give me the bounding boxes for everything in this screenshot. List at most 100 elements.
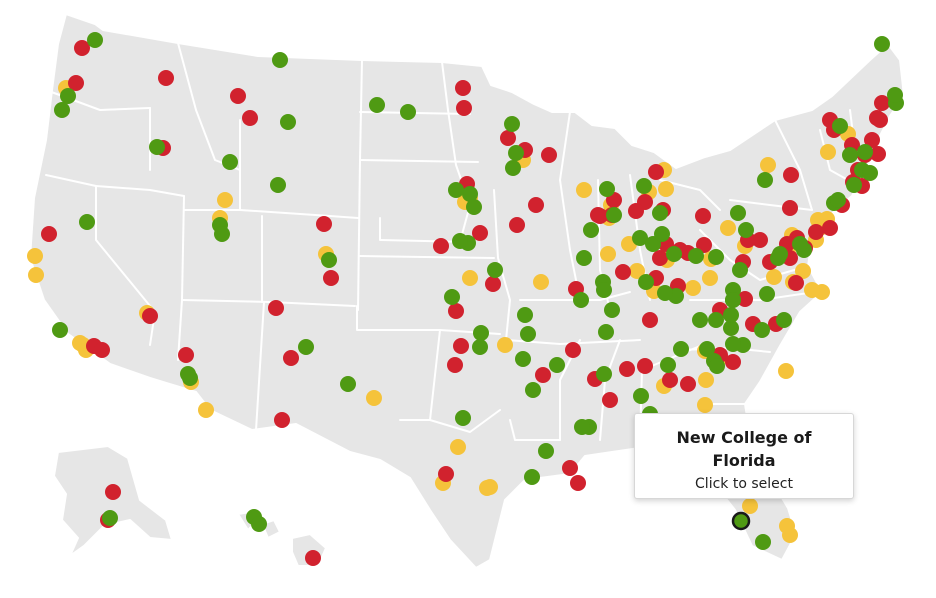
college-marker-red[interactable] xyxy=(870,146,886,162)
college-marker-green[interactable] xyxy=(573,292,589,308)
college-marker-green[interactable] xyxy=(604,302,620,318)
college-marker-green[interactable] xyxy=(666,246,682,262)
college-marker-green[interactable] xyxy=(400,104,416,120)
college-marker-green[interactable] xyxy=(473,325,489,341)
college-marker-green[interactable] xyxy=(792,236,808,252)
college-marker-green[interactable] xyxy=(673,341,689,357)
college-marker-green[interactable] xyxy=(340,376,356,392)
college-marker-yellow[interactable] xyxy=(804,282,820,298)
college-marker-green[interactable] xyxy=(632,230,648,246)
college-marker-green[interactable] xyxy=(596,282,612,298)
college-marker-yellow[interactable] xyxy=(27,248,43,264)
college-marker-red[interactable] xyxy=(565,342,581,358)
college-marker-red[interactable] xyxy=(725,354,741,370)
college-marker-green[interactable] xyxy=(508,145,524,161)
college-marker-green[interactable] xyxy=(772,246,788,262)
college-marker-green[interactable] xyxy=(638,274,654,290)
college-marker-red[interactable] xyxy=(602,392,618,408)
college-marker-yellow[interactable] xyxy=(217,192,233,208)
college-marker-green[interactable] xyxy=(54,102,70,118)
college-marker-red[interactable] xyxy=(316,216,332,232)
college-marker-red[interactable] xyxy=(652,250,668,266)
college-marker-green[interactable] xyxy=(660,357,676,373)
college-marker-green[interactable] xyxy=(757,172,773,188)
college-marker-green[interactable] xyxy=(583,222,599,238)
college-marker-green[interactable] xyxy=(688,248,704,264)
college-marker-green[interactable] xyxy=(60,88,76,104)
college-marker-red[interactable] xyxy=(808,224,824,240)
college-marker-red[interactable] xyxy=(453,338,469,354)
college-marker-green[interactable] xyxy=(723,320,739,336)
college-marker-green[interactable] xyxy=(738,222,754,238)
college-marker-red[interactable] xyxy=(535,367,551,383)
college-marker-red[interactable] xyxy=(433,238,449,254)
college-marker-yellow[interactable] xyxy=(760,157,776,173)
college-marker-green[interactable] xyxy=(652,205,668,221)
college-marker-green[interactable] xyxy=(149,139,165,155)
college-marker-red[interactable] xyxy=(562,460,578,476)
college-marker-green[interactable] xyxy=(270,177,286,193)
college-marker-green[interactable] xyxy=(525,382,541,398)
college-marker-red[interactable] xyxy=(737,291,753,307)
college-marker-green[interactable] xyxy=(874,36,890,52)
college-marker-yellow[interactable] xyxy=(576,182,592,198)
college-marker-yellow[interactable] xyxy=(533,274,549,290)
college-marker-yellow[interactable] xyxy=(450,439,466,455)
college-marker-green[interactable] xyxy=(576,250,592,266)
college-marker-red[interactable] xyxy=(438,466,454,482)
college-marker-green[interactable] xyxy=(321,252,337,268)
college-marker-green[interactable] xyxy=(538,443,554,459)
college-marker-green[interactable] xyxy=(887,87,903,103)
college-marker-red[interactable] xyxy=(822,220,838,236)
college-marker-green[interactable] xyxy=(830,192,846,208)
college-marker-green[interactable] xyxy=(515,351,531,367)
college-markers[interactable] xyxy=(27,32,904,566)
college-marker-green[interactable] xyxy=(654,226,670,242)
college-marker-green[interactable] xyxy=(466,199,482,215)
college-marker-red[interactable] xyxy=(142,308,158,324)
college-marker-red[interactable] xyxy=(323,270,339,286)
college-marker-red[interactable] xyxy=(783,167,799,183)
college-marker-red[interactable] xyxy=(570,475,586,491)
college-marker-red[interactable] xyxy=(268,300,284,316)
college-marker-yellow[interactable] xyxy=(629,263,645,279)
college-marker-green[interactable] xyxy=(709,358,725,374)
college-marker-yellow[interactable] xyxy=(198,402,214,418)
college-marker-red[interactable] xyxy=(628,203,644,219)
college-marker-green[interactable] xyxy=(754,322,770,338)
college-marker-red[interactable] xyxy=(662,372,678,388)
college-marker-green[interactable] xyxy=(857,144,873,160)
college-marker-red[interactable] xyxy=(41,226,57,242)
college-marker-red[interactable] xyxy=(448,303,464,319)
college-marker-yellow[interactable] xyxy=(479,480,495,496)
college-marker-green[interactable] xyxy=(214,226,230,242)
college-marker-green[interactable] xyxy=(596,366,612,382)
college-marker-green[interactable] xyxy=(79,214,95,230)
college-marker-red[interactable] xyxy=(178,347,194,363)
college-marker-green[interactable] xyxy=(699,341,715,357)
college-marker-green[interactable] xyxy=(842,147,858,163)
college-marker-red[interactable] xyxy=(472,225,488,241)
college-marker-red[interactable] xyxy=(541,147,557,163)
college-marker-green[interactable] xyxy=(730,205,746,221)
college-marker-green[interactable] xyxy=(251,516,267,532)
college-marker-yellow[interactable] xyxy=(820,144,836,160)
college-marker-red[interactable] xyxy=(500,130,516,146)
college-marker-red[interactable] xyxy=(230,88,246,104)
selected-college-marker[interactable] xyxy=(731,511,751,531)
college-marker-red[interactable] xyxy=(874,95,890,111)
college-marker-green[interactable] xyxy=(633,388,649,404)
college-marker-red[interactable] xyxy=(872,112,888,128)
college-marker-green[interactable] xyxy=(574,419,590,435)
college-marker-green[interactable] xyxy=(504,116,520,132)
college-marker-yellow[interactable] xyxy=(779,518,795,534)
college-marker-green[interactable] xyxy=(505,160,521,176)
college-marker-green[interactable] xyxy=(606,207,622,223)
college-marker-green[interactable] xyxy=(52,322,68,338)
college-marker-red[interactable] xyxy=(509,217,525,233)
college-marker-green[interactable] xyxy=(598,324,614,340)
college-marker-green[interactable] xyxy=(520,326,536,342)
college-marker-red[interactable] xyxy=(74,40,90,56)
college-marker-red[interactable] xyxy=(782,200,798,216)
college-marker-red[interactable] xyxy=(105,484,121,500)
